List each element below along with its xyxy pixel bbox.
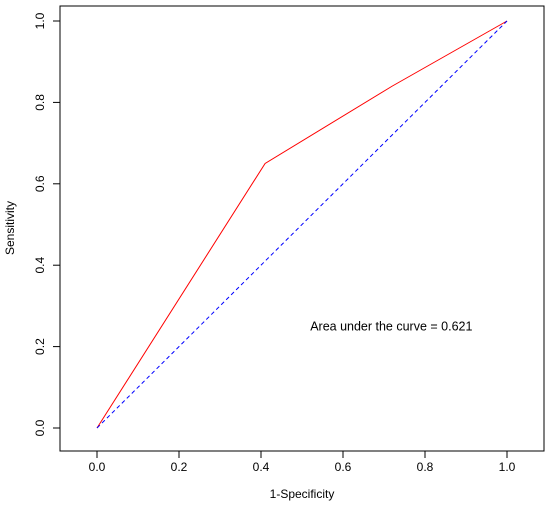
y-axis: 0.0 0.2 0.4 0.6 0.8 1.0 bbox=[33, 12, 61, 436]
auc-annotation: Area under the curve = 0.621 bbox=[310, 319, 472, 333]
y-tick-label: 0.8 bbox=[33, 94, 47, 111]
series-layer bbox=[96, 20, 508, 429]
plot-frame bbox=[59, 5, 545, 452]
y-tick-label: 0.6 bbox=[33, 175, 47, 192]
annotations: Area under the curve = 0.621 bbox=[310, 319, 472, 333]
x-tick-label: 1.0 bbox=[499, 460, 516, 474]
x-tick-label: 0.6 bbox=[335, 460, 352, 474]
y-tick-label: 0.4 bbox=[33, 257, 47, 274]
x-tick-label: 0.2 bbox=[171, 460, 188, 474]
x-axis-label: 1-Specificity bbox=[270, 487, 335, 501]
x-axis: 0.0 0.2 0.4 0.6 0.8 1.0 bbox=[89, 450, 516, 474]
x-tick-label: 0.0 bbox=[89, 460, 106, 474]
y-tick-label: 1.0 bbox=[33, 12, 47, 29]
x-tick-label: 0.4 bbox=[253, 460, 270, 474]
series-reference-diagonal bbox=[96, 20, 508, 429]
y-axis-label: Sensitivity bbox=[3, 201, 17, 255]
y-tick-label: 0.0 bbox=[33, 419, 47, 436]
series-roc-curve bbox=[96, 20, 508, 429]
x-tick-label: 0.8 bbox=[417, 460, 434, 474]
y-tick-label: 0.2 bbox=[33, 338, 47, 355]
